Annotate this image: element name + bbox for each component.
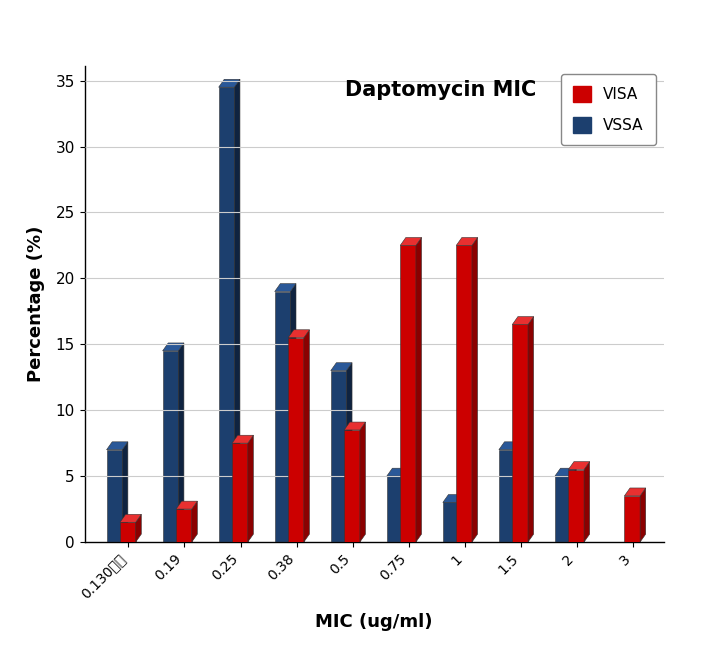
Polygon shape xyxy=(136,514,141,542)
Polygon shape xyxy=(555,468,576,476)
Polygon shape xyxy=(107,449,122,542)
Polygon shape xyxy=(179,343,184,542)
Polygon shape xyxy=(275,292,290,542)
Polygon shape xyxy=(219,79,240,87)
Polygon shape xyxy=(120,514,141,522)
Polygon shape xyxy=(584,461,590,542)
Polygon shape xyxy=(347,363,352,542)
Polygon shape xyxy=(568,469,584,542)
Polygon shape xyxy=(443,494,464,502)
Polygon shape xyxy=(443,502,458,542)
Polygon shape xyxy=(387,476,402,542)
Polygon shape xyxy=(120,522,136,542)
Polygon shape xyxy=(330,371,347,542)
Polygon shape xyxy=(458,494,464,542)
Polygon shape xyxy=(275,284,296,292)
Text: Daptomycin MIC: Daptomycin MIC xyxy=(345,81,537,100)
Polygon shape xyxy=(499,449,515,542)
Polygon shape xyxy=(400,245,416,542)
Polygon shape xyxy=(290,284,296,542)
Polygon shape xyxy=(472,237,477,542)
Polygon shape xyxy=(555,476,570,542)
Polygon shape xyxy=(345,430,360,542)
Polygon shape xyxy=(234,79,240,542)
X-axis label: MIC (ug/ml): MIC (ug/ml) xyxy=(316,613,433,631)
Polygon shape xyxy=(456,245,472,542)
Polygon shape xyxy=(515,442,520,542)
Polygon shape xyxy=(360,422,366,542)
Polygon shape xyxy=(513,325,528,542)
Polygon shape xyxy=(162,343,184,351)
Y-axis label: Percentage (%): Percentage (%) xyxy=(27,226,44,382)
Polygon shape xyxy=(624,496,640,542)
Polygon shape xyxy=(402,468,408,542)
Polygon shape xyxy=(304,330,309,542)
Polygon shape xyxy=(570,468,576,542)
Polygon shape xyxy=(513,317,534,325)
Polygon shape xyxy=(176,501,198,509)
Polygon shape xyxy=(345,422,366,430)
Polygon shape xyxy=(219,87,234,542)
Polygon shape xyxy=(499,442,520,449)
Polygon shape xyxy=(248,435,253,542)
Polygon shape xyxy=(122,442,128,542)
Polygon shape xyxy=(288,330,309,338)
Polygon shape xyxy=(416,237,421,542)
Polygon shape xyxy=(330,363,352,371)
Polygon shape xyxy=(162,351,179,542)
Polygon shape xyxy=(568,461,590,469)
Polygon shape xyxy=(288,338,304,542)
Polygon shape xyxy=(176,509,192,542)
Polygon shape xyxy=(107,442,128,449)
Polygon shape xyxy=(456,237,477,245)
Polygon shape xyxy=(387,468,408,476)
Polygon shape xyxy=(232,435,253,443)
Polygon shape xyxy=(640,488,646,542)
Polygon shape xyxy=(232,443,248,542)
Polygon shape xyxy=(528,317,534,542)
Polygon shape xyxy=(400,237,421,245)
Polygon shape xyxy=(624,488,646,496)
Polygon shape xyxy=(192,501,198,542)
Legend: VISA, VSSA: VISA, VSSA xyxy=(561,74,656,145)
